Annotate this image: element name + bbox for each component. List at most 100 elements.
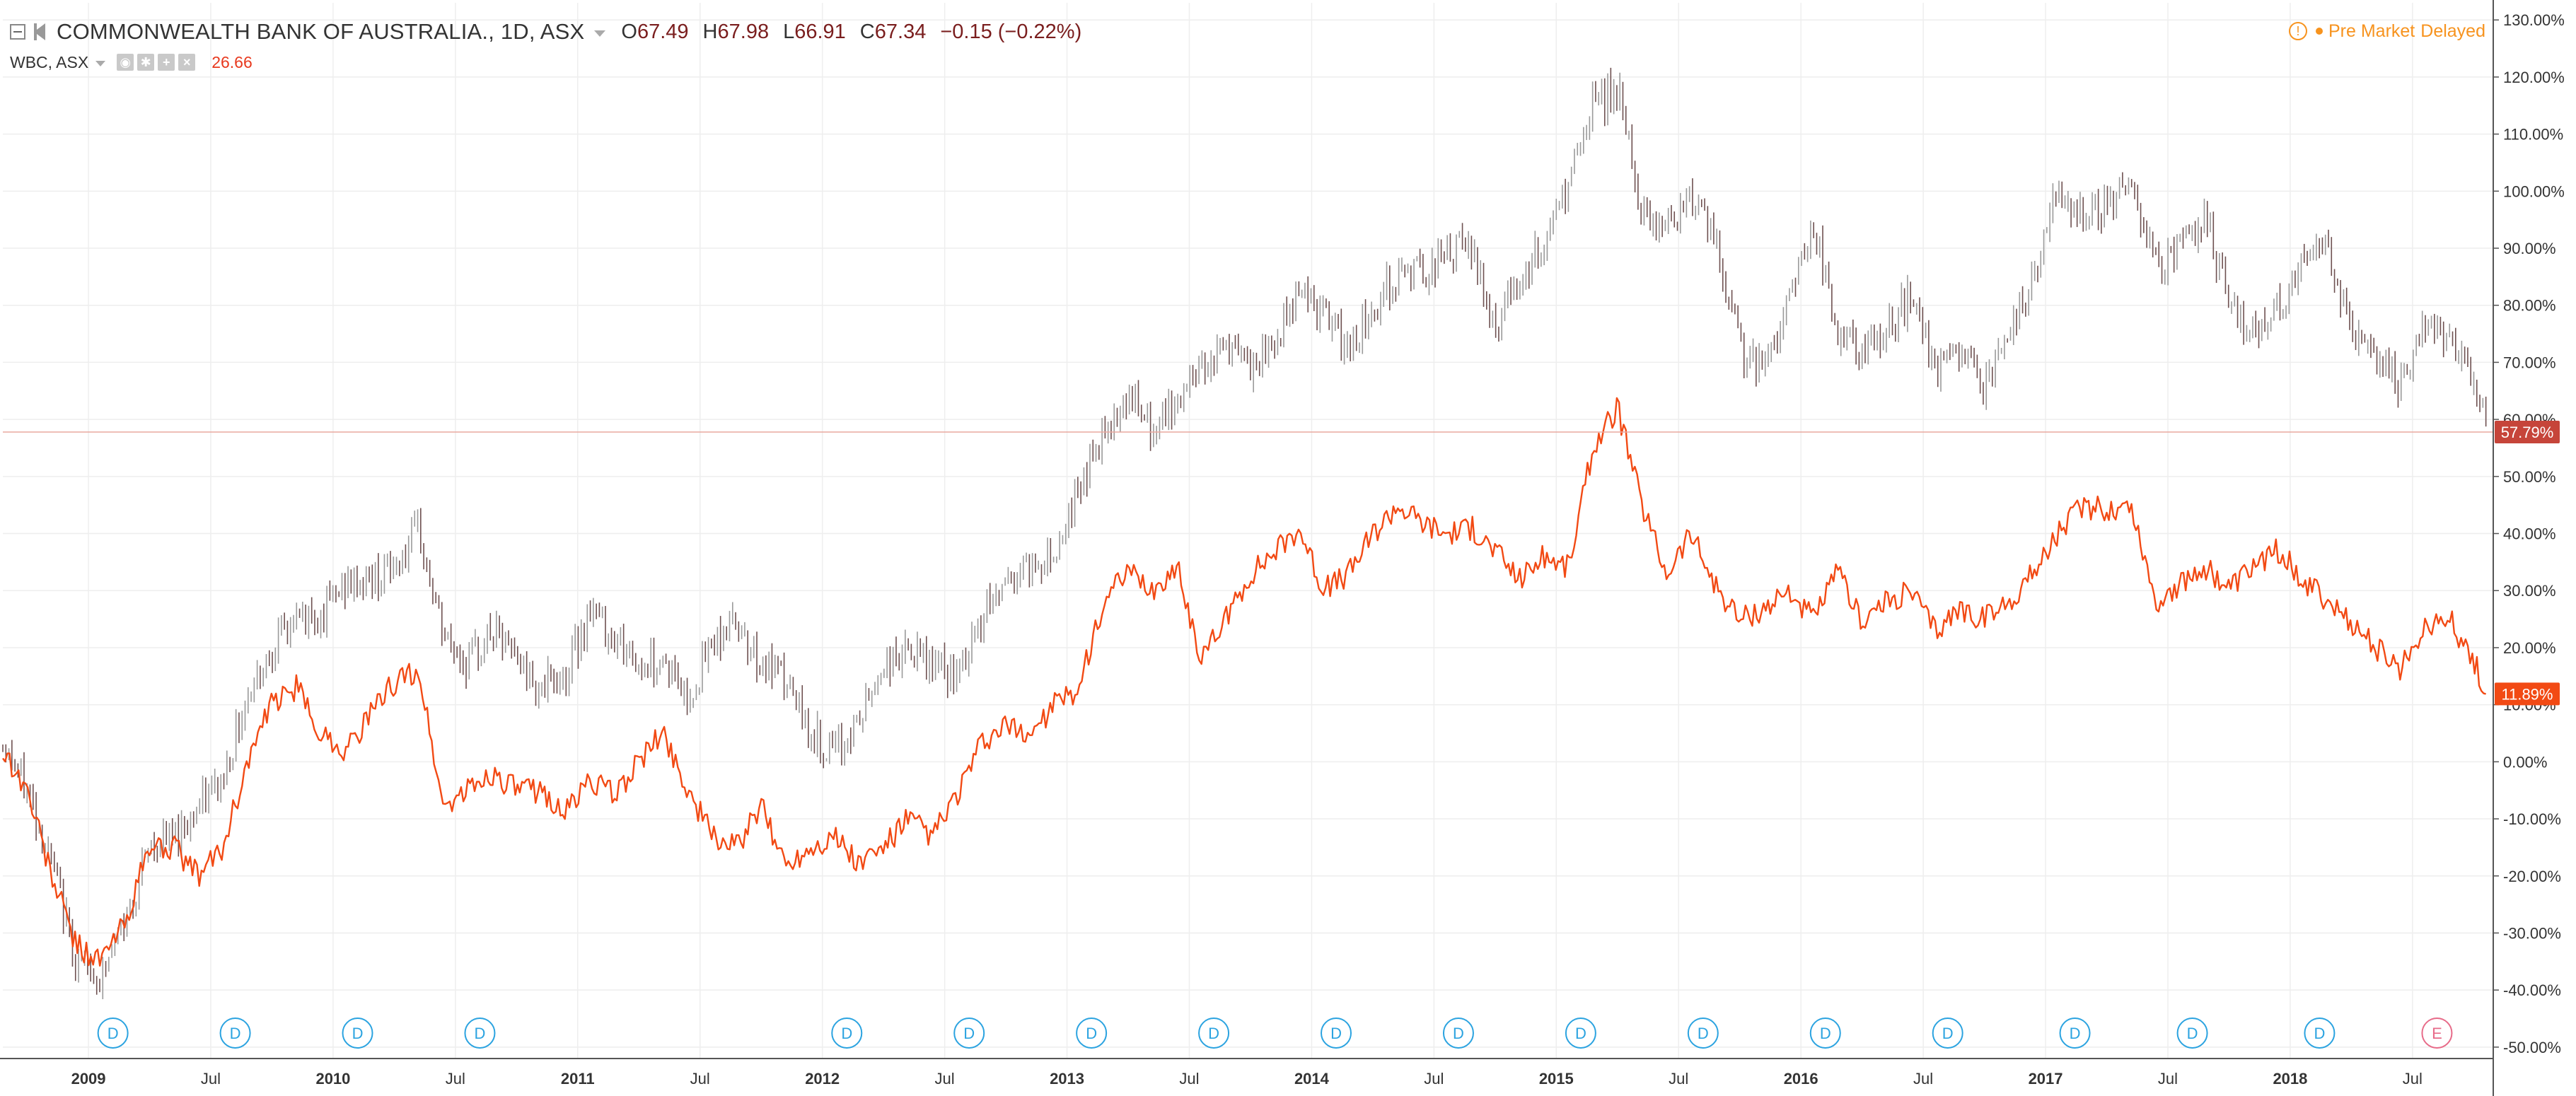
dividend-marker[interactable]: D — [1321, 1018, 1352, 1049]
legend-compare: WBC, ASX ◉ ✱ + × 26.66 — [10, 49, 253, 75]
dividend-marker[interactable]: D — [1442, 1018, 1474, 1049]
dividend-marker[interactable]: D — [1687, 1018, 1719, 1049]
dividend-marker[interactable]: D — [1565, 1018, 1596, 1049]
dividend-marker[interactable]: D — [831, 1018, 863, 1049]
y-tick-label: 0.00% — [2503, 753, 2547, 771]
low-value: L66.91 — [783, 20, 846, 43]
close-value: C67.34 — [859, 20, 927, 43]
status-dot-icon — [2316, 28, 2323, 35]
dividend-label: D — [1330, 1025, 1342, 1042]
delayed-label: Delayed — [2420, 21, 2485, 41]
y-tick-label: -50.00% — [2503, 1039, 2561, 1056]
dividend-label: D — [1942, 1025, 1954, 1042]
gear-icon[interactable]: ✱ — [137, 54, 155, 71]
x-tick-label: Jul — [2403, 1070, 2423, 1088]
dividend-circle — [1321, 1018, 1352, 1049]
main-last-value-badge-text: 57.79% — [2501, 424, 2554, 441]
x-tick-label: 2010 — [315, 1070, 350, 1088]
dividend-circle — [97, 1018, 129, 1049]
dividend-label: D — [963, 1025, 975, 1042]
open-value: O67.49 — [621, 20, 689, 43]
dividend-marker[interactable]: D — [2304, 1018, 2336, 1049]
earnings-circle — [2421, 1018, 2453, 1049]
y-tick-label: 90.00% — [2503, 240, 2556, 257]
x-tick-label: Jul — [690, 1070, 710, 1088]
dividend-circle — [2304, 1018, 2336, 1049]
main-last-value-badge-bg — [2495, 420, 2560, 443]
dividend-circle — [2176, 1018, 2208, 1049]
y-tick-label: 120.00% — [2503, 69, 2565, 86]
dividend-label: D — [2070, 1025, 2081, 1042]
dividend-label: D — [230, 1025, 241, 1042]
compare-series-line[interactable] — [2, 397, 2486, 967]
x-tick-label: 2011 — [561, 1070, 595, 1088]
y-tick-label: -30.00% — [2503, 924, 2561, 942]
y-tick-label: 40.00% — [2503, 525, 2556, 543]
dividend-marker[interactable]: D — [953, 1018, 985, 1049]
premarket-status[interactable]: ! Pre Market Delayed — [2289, 17, 2485, 45]
dividend-circle — [1809, 1018, 1841, 1049]
dividend-marker[interactable]: D — [464, 1018, 496, 1049]
y-tick-label: 30.00% — [2503, 582, 2556, 600]
compare-symbol[interactable]: WBC, ASX — [10, 52, 89, 71]
dividend-circle — [2059, 1018, 2091, 1049]
dividend-marker[interactable]: D — [1932, 1018, 1963, 1049]
x-tick-label: 2013 — [1050, 1070, 1084, 1088]
y-tick-label: 130.00% — [2503, 11, 2565, 29]
dividend-circle — [342, 1018, 373, 1049]
dividend-circle — [1687, 1018, 1719, 1049]
dividend-circle — [1076, 1018, 1108, 1049]
dividend-marker[interactable]: D — [2059, 1018, 2091, 1049]
dividend-marker[interactable]: D — [1809, 1018, 1841, 1049]
symbol-title[interactable]: COMMONWEALTH BANK OF AUSTRALIA., 1D, ASX — [57, 19, 585, 44]
x-tick-label: Jul — [1669, 1070, 1688, 1088]
dividend-marker[interactable]: D — [342, 1018, 373, 1049]
dividend-label: D — [1575, 1025, 1586, 1042]
dividend-marker[interactable]: D — [1076, 1018, 1108, 1049]
chevron-down-icon[interactable] — [594, 30, 606, 37]
warning-icon: ! — [2289, 22, 2307, 40]
dividend-label: D — [1086, 1025, 1097, 1042]
x-tick-label: 2017 — [2029, 1070, 2063, 1088]
grid — [3, 3, 2493, 1059]
flag-icon[interactable] — [34, 23, 45, 40]
y-tick-label: -20.00% — [2503, 868, 2561, 885]
dividend-circle — [953, 1018, 985, 1049]
change-value: −0.15 (−0.22%) — [940, 20, 1082, 43]
dividend-marker[interactable]: D — [97, 1018, 129, 1049]
earnings-marker[interactable]: E — [2421, 1018, 2453, 1049]
dividend-circle — [219, 1018, 251, 1049]
dividend-circle — [1442, 1018, 1474, 1049]
dividend-marker[interactable]: D — [2176, 1018, 2208, 1049]
dividend-label: D — [1208, 1025, 1219, 1042]
y-tick-label: 110.00% — [2503, 126, 2563, 144]
y-tick-label: 50.00% — [2503, 468, 2556, 486]
plot-area[interactable] — [2, 67, 2493, 1000]
x-tick-label: 2018 — [2273, 1070, 2307, 1088]
plus-icon[interactable]: + — [158, 54, 175, 71]
x-tick-label: 2016 — [1784, 1070, 1818, 1088]
x-tick-label: Jul — [1179, 1070, 1199, 1088]
x-tick-label: 2014 — [1294, 1070, 1330, 1088]
x-tick-label: 2012 — [805, 1070, 840, 1088]
earnings-label: E — [2432, 1025, 2442, 1042]
eye-icon[interactable]: ◉ — [117, 54, 134, 71]
collapse-icon[interactable] — [10, 24, 25, 40]
y-tick-label: 70.00% — [2503, 354, 2556, 371]
legend-main: COMMONWEALTH BANK OF AUSTRALIA., 1D, ASX… — [10, 16, 1081, 48]
main-last-value-badge: 57.79% — [2495, 420, 2560, 443]
compare-last-value-badge-bg — [2495, 682, 2560, 706]
dividend-marker[interactable]: D — [1198, 1018, 1230, 1049]
x-tick-label: 2009 — [71, 1070, 106, 1088]
chevron-down-icon[interactable] — [95, 60, 106, 66]
y-tick-label: -40.00% — [2503, 981, 2561, 999]
dividend-marker[interactable]: D — [219, 1018, 251, 1049]
close-icon[interactable]: × — [178, 54, 196, 71]
x-tick-label: 2015 — [1539, 1070, 1574, 1088]
dividend-circle — [1565, 1018, 1596, 1049]
dividend-label: D — [1820, 1025, 1831, 1042]
dividend-circle — [1932, 1018, 1963, 1049]
